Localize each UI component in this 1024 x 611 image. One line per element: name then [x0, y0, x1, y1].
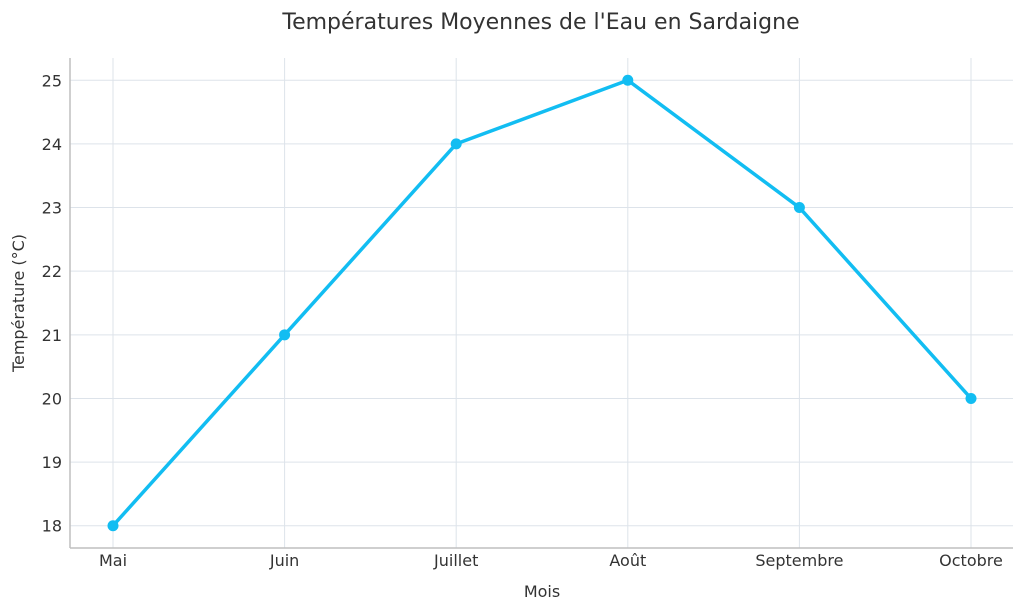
series	[107, 74, 977, 532]
y-tick-label: 22	[42, 262, 62, 281]
grid	[70, 58, 1013, 548]
y-axis-label: Température (°C)	[9, 234, 28, 373]
y-tick-label: 18	[42, 517, 62, 536]
x-tick-label: Octobre	[939, 551, 1003, 570]
x-tick-label: Septembre	[755, 551, 843, 570]
x-tick-label: Juin	[269, 551, 299, 570]
x-axis-label: Mois	[524, 582, 560, 601]
y-tick-label: 25	[42, 71, 62, 90]
x-tick-label: Mai	[99, 551, 127, 570]
y-tick-labels: 18 19 20 21 22 23 24 25	[42, 71, 62, 535]
data-point	[450, 138, 462, 150]
data-point	[279, 329, 291, 341]
data-point	[107, 520, 119, 532]
y-tick-label: 19	[42, 453, 62, 472]
y-tick-label: 20	[42, 389, 62, 408]
x-tick-label: Juillet	[433, 551, 478, 570]
x-tick-label: Août	[609, 551, 646, 570]
y-tick-label: 21	[42, 326, 62, 345]
data-point	[965, 392, 977, 404]
data-point	[622, 74, 634, 86]
data-point	[793, 202, 805, 214]
chart-title: Températures Moyennes de l'Eau en Sardai…	[281, 10, 799, 35]
y-tick-label: 24	[42, 135, 62, 154]
y-tick-label: 23	[42, 199, 62, 218]
series-line	[111, 78, 973, 528]
x-tick-labels: Mai Juin Juillet Août Septembre Octobre	[99, 551, 1003, 570]
